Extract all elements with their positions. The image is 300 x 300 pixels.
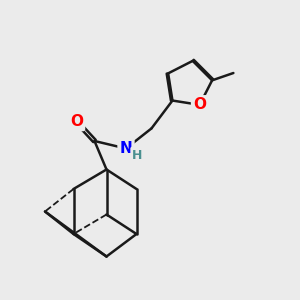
Text: O: O (70, 114, 83, 129)
Text: N: N (120, 141, 132, 156)
Text: H: H (132, 148, 142, 162)
Text: O: O (193, 97, 206, 112)
